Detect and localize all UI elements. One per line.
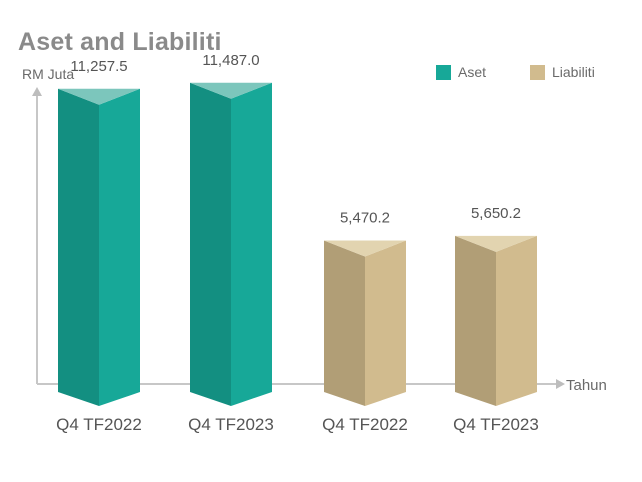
- legend-swatch-liabiliti: [530, 64, 545, 80]
- bar-face-right: [365, 240, 406, 406]
- bars-layer: [58, 82, 537, 406]
- bar-4: [455, 235, 537, 406]
- legend-item-aset: Aset: [436, 64, 486, 80]
- bar-1: [58, 88, 140, 406]
- bar-top: [455, 235, 537, 252]
- value-label: 5,650.2: [471, 205, 521, 222]
- legend-label-liabiliti: Liabiliti: [552, 64, 595, 80]
- bar-2: [190, 82, 272, 406]
- x-tick-label: Q4 TF2022: [322, 415, 408, 434]
- legend-swatch-aset: [436, 64, 451, 80]
- bar-top: [58, 88, 140, 105]
- x-axis-arrow: [556, 379, 565, 389]
- bar-face-left: [324, 240, 365, 406]
- legend-label-aset: Aset: [458, 64, 487, 80]
- legend-item-liabiliti: Liabiliti: [530, 64, 595, 80]
- bar-face-left: [455, 235, 496, 406]
- value-label: 11,257.5: [70, 58, 127, 75]
- bar-3: [324, 240, 406, 406]
- value-label: 11,487.0: [202, 52, 259, 69]
- y-axis-label: RM Juta: [22, 66, 75, 82]
- labels-layer: 11,257.5 Q4 TF2022 11,487.0 Q4 TF2023 5,470.…: [56, 52, 539, 434]
- x-tick-label: Q4 TF2022: [56, 415, 142, 434]
- chart-title: Aset and Liabiliti: [18, 28, 222, 56]
- bar-face-left: [190, 82, 231, 406]
- y-axis-arrow: [32, 87, 42, 96]
- x-tick-label: Q4 TF2023: [188, 415, 274, 434]
- x-axis-label: Tahun: [566, 377, 607, 394]
- value-label: 5,470.2: [340, 210, 390, 227]
- bar-top: [190, 82, 272, 99]
- bar-face-left: [58, 88, 99, 406]
- bar-face-right: [99, 88, 140, 406]
- bar-top: [324, 240, 406, 257]
- x-tick-label: Q4 TF2023: [453, 415, 539, 434]
- bar-face-right: [496, 235, 537, 406]
- bar-face-right: [231, 82, 272, 406]
